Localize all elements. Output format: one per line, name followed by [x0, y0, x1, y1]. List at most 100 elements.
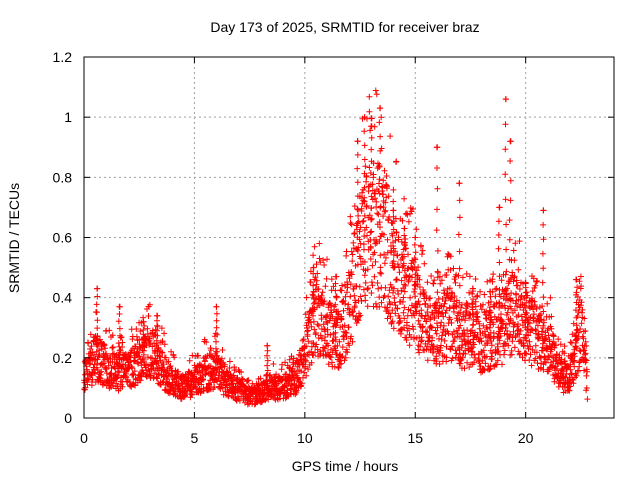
data-point — [322, 334, 328, 340]
data-point — [234, 374, 241, 381]
data-point — [362, 297, 369, 304]
chart-title: Day 173 of 2025, SRMTID for receiver bra… — [210, 19, 479, 35]
data-point — [550, 338, 557, 345]
data-point — [503, 321, 510, 328]
data-point — [372, 258, 379, 265]
data-point — [403, 319, 410, 326]
data-point — [128, 363, 135, 370]
data-point — [566, 387, 573, 394]
data-point — [361, 170, 368, 177]
data-point — [116, 303, 123, 310]
data-point — [186, 357, 193, 364]
data-point — [583, 357, 590, 364]
data-point — [387, 133, 394, 140]
data-point — [364, 266, 371, 273]
data-point — [390, 186, 397, 193]
data-point — [213, 324, 220, 331]
data-point — [87, 346, 94, 352]
data-point — [393, 158, 400, 165]
data-point — [455, 272, 462, 279]
data-point — [583, 372, 590, 379]
data-point — [573, 372, 580, 379]
data-point — [389, 232, 396, 239]
data-point — [370, 171, 377, 178]
data-point — [548, 325, 555, 332]
data-point — [264, 367, 271, 374]
data-point — [560, 368, 567, 375]
data-point — [264, 342, 271, 349]
data-point — [416, 276, 423, 283]
x-tick-label: 5 — [191, 430, 199, 446]
data-point — [333, 294, 340, 301]
data-point — [429, 324, 435, 331]
data-point — [203, 339, 210, 346]
data-point — [310, 288, 317, 295]
data-point — [550, 333, 557, 340]
data-point — [478, 369, 484, 376]
data-point — [390, 245, 397, 252]
data-point — [523, 289, 530, 296]
data-point — [478, 338, 485, 345]
data-point — [487, 304, 493, 311]
data-point — [361, 198, 368, 205]
data-point — [87, 372, 94, 379]
data-point — [374, 280, 381, 286]
data-point — [346, 342, 353, 349]
data-point — [328, 354, 334, 361]
data-point — [380, 191, 387, 198]
data-point — [98, 346, 105, 353]
data-point — [545, 368, 552, 375]
data-point — [368, 146, 375, 153]
data-point — [376, 176, 383, 183]
data-point — [346, 275, 353, 282]
data-point — [345, 301, 352, 308]
data-point — [504, 285, 511, 292]
data-point — [511, 273, 518, 280]
data-point — [400, 294, 407, 301]
data-point — [477, 288, 484, 295]
data-point — [447, 253, 454, 260]
data-point — [555, 336, 562, 343]
data-point — [87, 360, 94, 367]
data-point — [155, 371, 162, 378]
data-point — [310, 306, 317, 313]
data-point — [343, 330, 350, 336]
data-point — [356, 228, 363, 235]
data-point — [307, 279, 314, 286]
data-point — [343, 248, 350, 255]
data-point — [456, 299, 463, 306]
data-point — [341, 322, 348, 329]
data-point — [533, 327, 540, 334]
data-point — [162, 354, 169, 361]
data-point — [344, 349, 351, 356]
data-point — [412, 278, 419, 285]
data-point — [469, 290, 476, 297]
data-point — [440, 322, 447, 329]
data-point — [498, 311, 504, 318]
data-point — [119, 339, 126, 346]
data-point — [134, 348, 141, 355]
data-point — [96, 374, 103, 381]
data-point — [515, 312, 522, 319]
data-point — [533, 305, 540, 312]
data-point — [394, 305, 401, 312]
data-point — [511, 257, 518, 264]
data-point — [348, 271, 355, 278]
y-tick-label: 1.2 — [53, 49, 73, 65]
data-point — [447, 316, 453, 323]
data-point — [421, 260, 428, 267]
data-point — [332, 301, 339, 308]
data-point — [549, 364, 555, 371]
data-point — [291, 377, 298, 384]
data-point — [434, 344, 441, 351]
data-point — [441, 300, 448, 307]
data-point — [488, 298, 494, 305]
data-point — [461, 330, 468, 337]
data-point — [116, 369, 123, 376]
data-point — [416, 349, 423, 356]
data-point — [411, 312, 418, 319]
data-point — [333, 308, 339, 315]
data-point — [496, 204, 503, 211]
data-point — [116, 354, 123, 361]
data-point — [482, 360, 489, 367]
